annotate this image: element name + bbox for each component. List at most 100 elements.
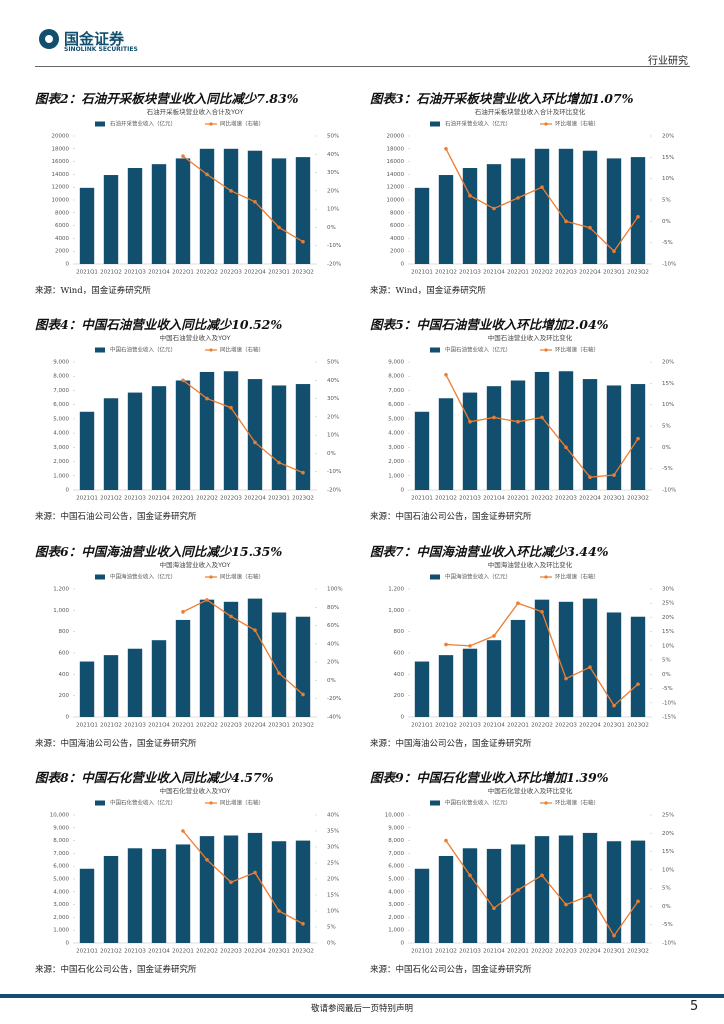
x-tick-label: 2023Q2 <box>627 949 649 955</box>
x-tick-label: 2022Q1 <box>507 949 529 955</box>
legend-swatch <box>430 574 440 580</box>
legend-label: 石油开采营业收入（亿元） <box>445 120 511 128</box>
y-tick-label: 2,000 <box>53 459 69 465</box>
legend-swatch-dot <box>209 348 213 352</box>
bar <box>271 841 287 943</box>
y-tick-label: 10,000 <box>385 813 405 819</box>
legend-label: 环比增速（右轴） <box>555 573 599 581</box>
bar <box>486 848 502 943</box>
y-tick-label: 2000 <box>55 249 69 255</box>
chart: 中国石油营业收入及YOY 0 1,000 2,000 3,000 4,000 5,000 6,… <box>53 333 341 502</box>
bar <box>223 371 239 490</box>
y-tick-label: 5,000 <box>388 877 404 883</box>
x-tick-label: 2023Q1 <box>603 949 625 955</box>
y-tick-label: 1,000 <box>388 473 404 479</box>
line-point <box>564 219 568 224</box>
y2-tick-label: 25% <box>662 813 674 819</box>
line-point <box>181 378 185 383</box>
y2-tick-label: 10% <box>662 176 674 182</box>
bar <box>271 385 287 490</box>
legend-swatch-dot <box>544 575 548 579</box>
y-tick-label: 0 <box>401 488 405 494</box>
y-tick-label: 8,000 <box>53 374 69 380</box>
line-point <box>492 634 496 638</box>
line-point <box>492 415 496 420</box>
bar <box>462 392 478 490</box>
x-tick-label: 2023Q2 <box>292 723 314 729</box>
x-tick-label: 2022Q2 <box>531 496 553 502</box>
figure-caption: 图表7：中国海油营业收入环比减少3.44% <box>370 544 609 559</box>
chart: 中国海油营业收入及环比变化 0 200 400 600 800 1,000 1,200 -15%… <box>388 560 676 729</box>
line-point <box>516 601 520 606</box>
x-tick-label: 2022Q3 <box>555 949 577 955</box>
bar <box>295 840 311 943</box>
bar <box>438 855 454 943</box>
line-point <box>468 419 472 424</box>
bar <box>247 379 263 490</box>
x-tick-label: 2022Q3 <box>555 270 577 276</box>
y2-tick-label: -20% <box>327 488 341 494</box>
y2-tick-label: 30% <box>327 170 339 176</box>
x-tick-label: 2022Q3 <box>220 270 242 276</box>
y-tick-label: 4,000 <box>388 431 404 437</box>
bar <box>606 385 622 490</box>
y-tick-label: 0 <box>401 941 405 947</box>
x-tick-label: 2021Q4 <box>148 949 170 955</box>
y2-tick-label: 40% <box>327 152 339 158</box>
bar <box>558 835 574 943</box>
legend-label: 同比增速（右轴） <box>220 573 264 581</box>
bar <box>127 648 143 717</box>
line-point <box>636 214 640 219</box>
line <box>182 830 304 925</box>
y-tick-label: 7,000 <box>53 388 69 394</box>
x-tick-label: 2022Q4 <box>244 496 266 502</box>
x-tick-label: 2022Q2 <box>531 949 553 955</box>
bar <box>79 661 95 717</box>
legend-label: 中国海油营业收入（亿元） <box>110 573 176 581</box>
x-tick-label: 2022Q1 <box>507 723 529 729</box>
x-tick-label: 2021Q3 <box>124 723 146 729</box>
x-tick-label: 2022Q3 <box>220 496 242 502</box>
y-tick-label: 9,000 <box>53 360 69 366</box>
y-tick-label: 12000 <box>52 185 70 191</box>
x-tick-label: 2022Q2 <box>531 723 553 729</box>
bar <box>582 150 598 264</box>
x-tick-label: 2023Q2 <box>292 496 314 502</box>
line-point <box>540 185 544 189</box>
y-tick-label: 16000 <box>387 159 405 165</box>
bar <box>103 175 119 264</box>
x-tick-label: 2022Q1 <box>172 949 194 955</box>
line <box>182 599 304 695</box>
line-point <box>277 460 281 465</box>
line-point <box>540 415 544 420</box>
y-tick-label: 2,000 <box>388 915 404 921</box>
bar <box>510 619 526 717</box>
y2-tick-label: 50% <box>327 360 339 366</box>
figure-caption: 图表4：中国石油营业收入同比减少10.52% <box>35 317 283 332</box>
x-tick-label: 2021Q4 <box>483 949 505 955</box>
line <box>182 379 304 474</box>
line-point <box>612 249 616 253</box>
bar <box>558 601 574 717</box>
line-point <box>253 870 257 875</box>
bar <box>175 158 191 264</box>
x-tick-label: 2022Q4 <box>244 723 266 729</box>
y-tick-label: 16000 <box>52 159 70 165</box>
y-tick-label: 800 <box>59 629 70 635</box>
bar <box>271 158 287 264</box>
bar <box>534 836 550 943</box>
bar <box>486 640 502 717</box>
y2-tick-label: -10% <box>662 700 676 706</box>
line-point <box>229 405 233 410</box>
y-tick-label: 6000 <box>55 223 69 229</box>
chart-title: 中国石油营业收入及环比变化 <box>488 333 573 342</box>
y-tick-label: 18000 <box>387 146 405 152</box>
y2-tick-label: 20% <box>662 134 674 140</box>
x-tick-label: 2021Q3 <box>459 496 481 502</box>
x-tick-label: 2021Q3 <box>124 496 146 502</box>
y-tick-label: 400 <box>394 672 405 678</box>
bar <box>630 157 646 264</box>
x-tick-label: 2022Q2 <box>196 496 218 502</box>
y-tick-label: 8,000 <box>388 838 404 844</box>
x-tick-label: 2022Q1 <box>172 270 194 276</box>
